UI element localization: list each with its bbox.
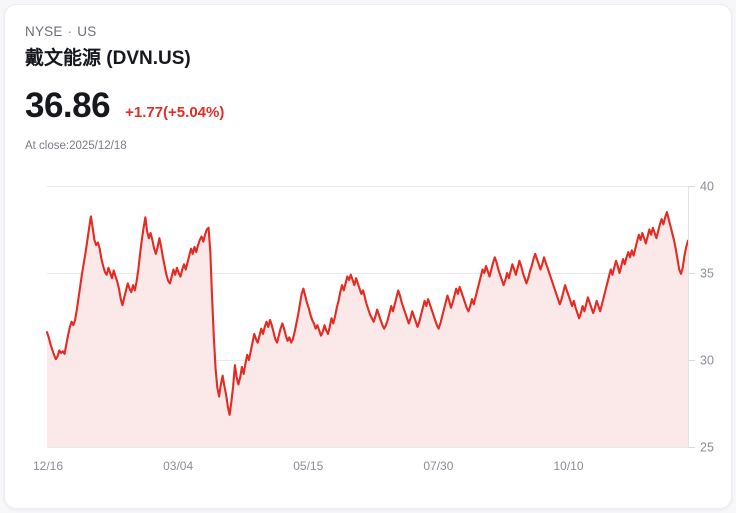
price-chart-svg[interactable]: 40 35 30 25 12/16 03/04 05/15 07/30 10/10 — [5, 170, 732, 480]
y-axis-tick-label: 25 — [700, 441, 714, 455]
price-line — [45, 211, 690, 416]
ticker-symbol: (DVN.US) — [106, 48, 191, 69]
x-axis-tick-label: 03/04 — [163, 459, 193, 473]
stock-quote-card: NYSE · US 戴文能源 (DVN.US) 36.86 +1.77(+5.04%… — [4, 4, 732, 509]
x-axis-labels: 12/16 03/04 05/15 07/30 10/10 — [33, 459, 584, 473]
quote-header: NYSE · US 戴文能源 (DVN.US) 36.86 +1.77(+5.04%… — [25, 23, 585, 154]
price-area-fill — [47, 212, 688, 447]
x-axis-tick-label: 10/10 — [553, 459, 583, 473]
price-change: +1.77(+5.04%) — [125, 104, 225, 121]
y-axis-tick-label: 35 — [700, 267, 714, 281]
exchange-separator: · — [67, 24, 73, 39]
exchange-region-line: NYSE · US — [25, 23, 585, 41]
region-label: US — [77, 24, 97, 39]
x-axis-tick-label: 05/15 — [293, 459, 323, 473]
page-title: 戴文能源 (DVN.US) — [25, 46, 585, 72]
price-row: 36.86 +1.77(+5.04%) — [25, 86, 585, 126]
exchange-label: NYSE — [25, 24, 63, 39]
y-axis-tick-label: 30 — [700, 354, 714, 368]
y-axis-tick-label: 40 — [700, 180, 714, 194]
market-status-note: At close:2025/12/18 — [25, 140, 127, 152]
price-chart[interactable]: 40 35 30 25 12/16 03/04 05/15 07/30 10/10 — [5, 170, 732, 480]
x-axis-tick-label: 07/30 — [423, 459, 453, 473]
x-axis-tick-label: 12/16 — [33, 459, 63, 473]
y-axis-labels: 40 35 30 25 — [700, 180, 714, 455]
company-name: 戴文能源 — [25, 48, 102, 69]
axis-group — [688, 186, 695, 448]
last-price: 36.86 — [25, 86, 111, 125]
